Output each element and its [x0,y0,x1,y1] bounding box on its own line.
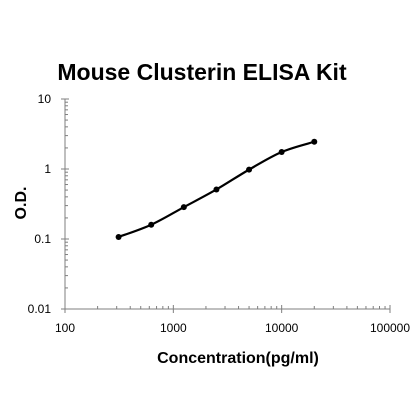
x-tick-label: 100000 [370,321,410,335]
y-tick-label: 0.1 [34,232,51,246]
plot-area [115,138,318,240]
data-point [148,221,155,228]
data-point [311,138,318,145]
x-axis-title: Concentration(pg/ml) [157,350,319,367]
data-point [278,148,285,155]
y-tick-label: 1 [44,162,51,176]
y-tick-label: 0.01 [28,302,52,316]
data-point [246,166,253,173]
x-tick-label: 1000 [160,321,187,335]
data-point [115,233,122,240]
x-tick-label: 10000 [265,321,299,335]
chart-title: Mouse Clusterin ELISA Kit [57,59,347,85]
data-point [180,204,187,211]
axes: 0.01 0.1 1 10 100 1000 10000 100000 [28,92,411,335]
y-axis-title: O.D. [13,187,30,220]
y-tick-label: 10 [38,92,52,106]
data-point [213,186,220,193]
x-tick-label: 100 [55,321,75,335]
